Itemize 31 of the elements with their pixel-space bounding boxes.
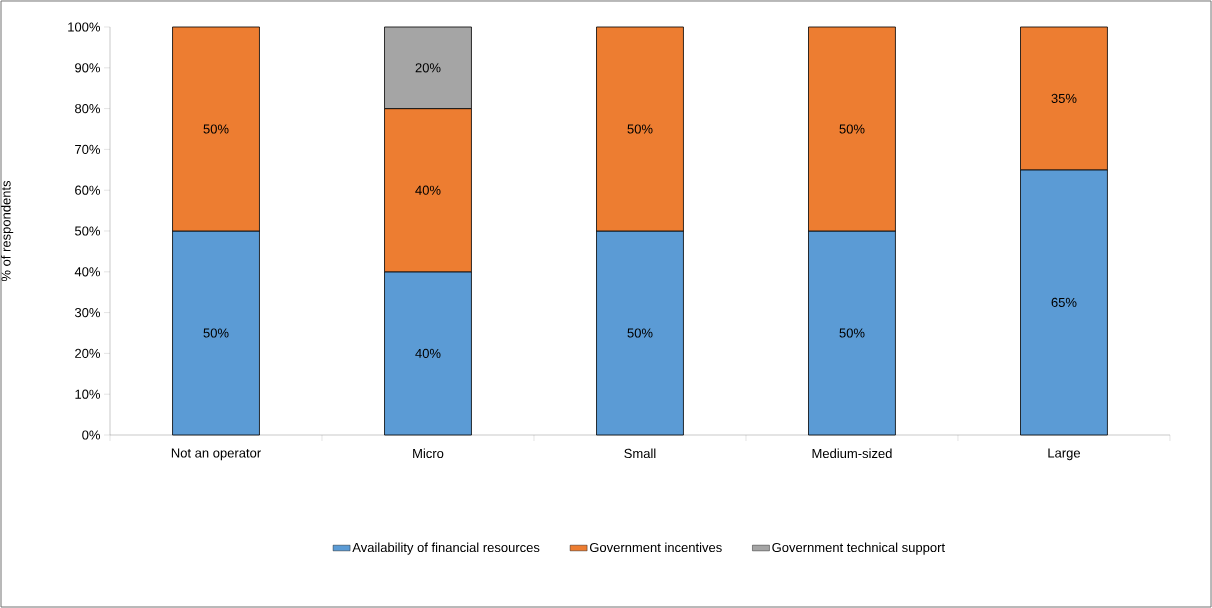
legend-label: Government technical support <box>772 542 945 555</box>
y-tick-label: 60% <box>75 185 101 195</box>
data-label: 50% <box>627 124 653 134</box>
data-label: 40% <box>415 348 441 358</box>
data-label: 50% <box>839 124 865 134</box>
y-tick-label: 50% <box>74 226 101 236</box>
y-tick-label: 90% <box>75 63 101 73</box>
data-label: 40% <box>415 185 441 195</box>
y-tick-label: 80% <box>75 103 101 114</box>
data-label: 50% <box>203 328 229 338</box>
data-label: 65% <box>1051 297 1077 307</box>
y-tick-label: 30% <box>74 307 101 318</box>
y-tick-label: 0% <box>82 430 101 440</box>
y-tick-label: 100% <box>68 22 101 32</box>
data-label: 50% <box>203 124 229 134</box>
y-axis-title: % of respondents <box>1 180 14 282</box>
x-tick-label: Medium-sized <box>812 448 892 459</box>
y-tick-label: 70% <box>75 144 101 154</box>
legend-label: Government incentives <box>589 542 722 553</box>
legend-label: Availability of financial resources <box>352 542 540 555</box>
data-label: 50% <box>627 328 653 338</box>
y-tick-label: 10% <box>75 389 101 399</box>
x-tick-label: Small <box>624 448 656 459</box>
y-tick-label: 20% <box>75 348 101 358</box>
x-tick-label: Large <box>1048 448 1081 461</box>
x-tick-label: Micro <box>413 448 444 459</box>
x-tick-label: Not an operator <box>171 448 261 461</box>
y-tick-label: 40% <box>74 267 101 277</box>
data-label: 35% <box>1051 93 1077 103</box>
data-label: 20% <box>415 63 441 73</box>
data-label: 50% <box>839 328 865 338</box>
